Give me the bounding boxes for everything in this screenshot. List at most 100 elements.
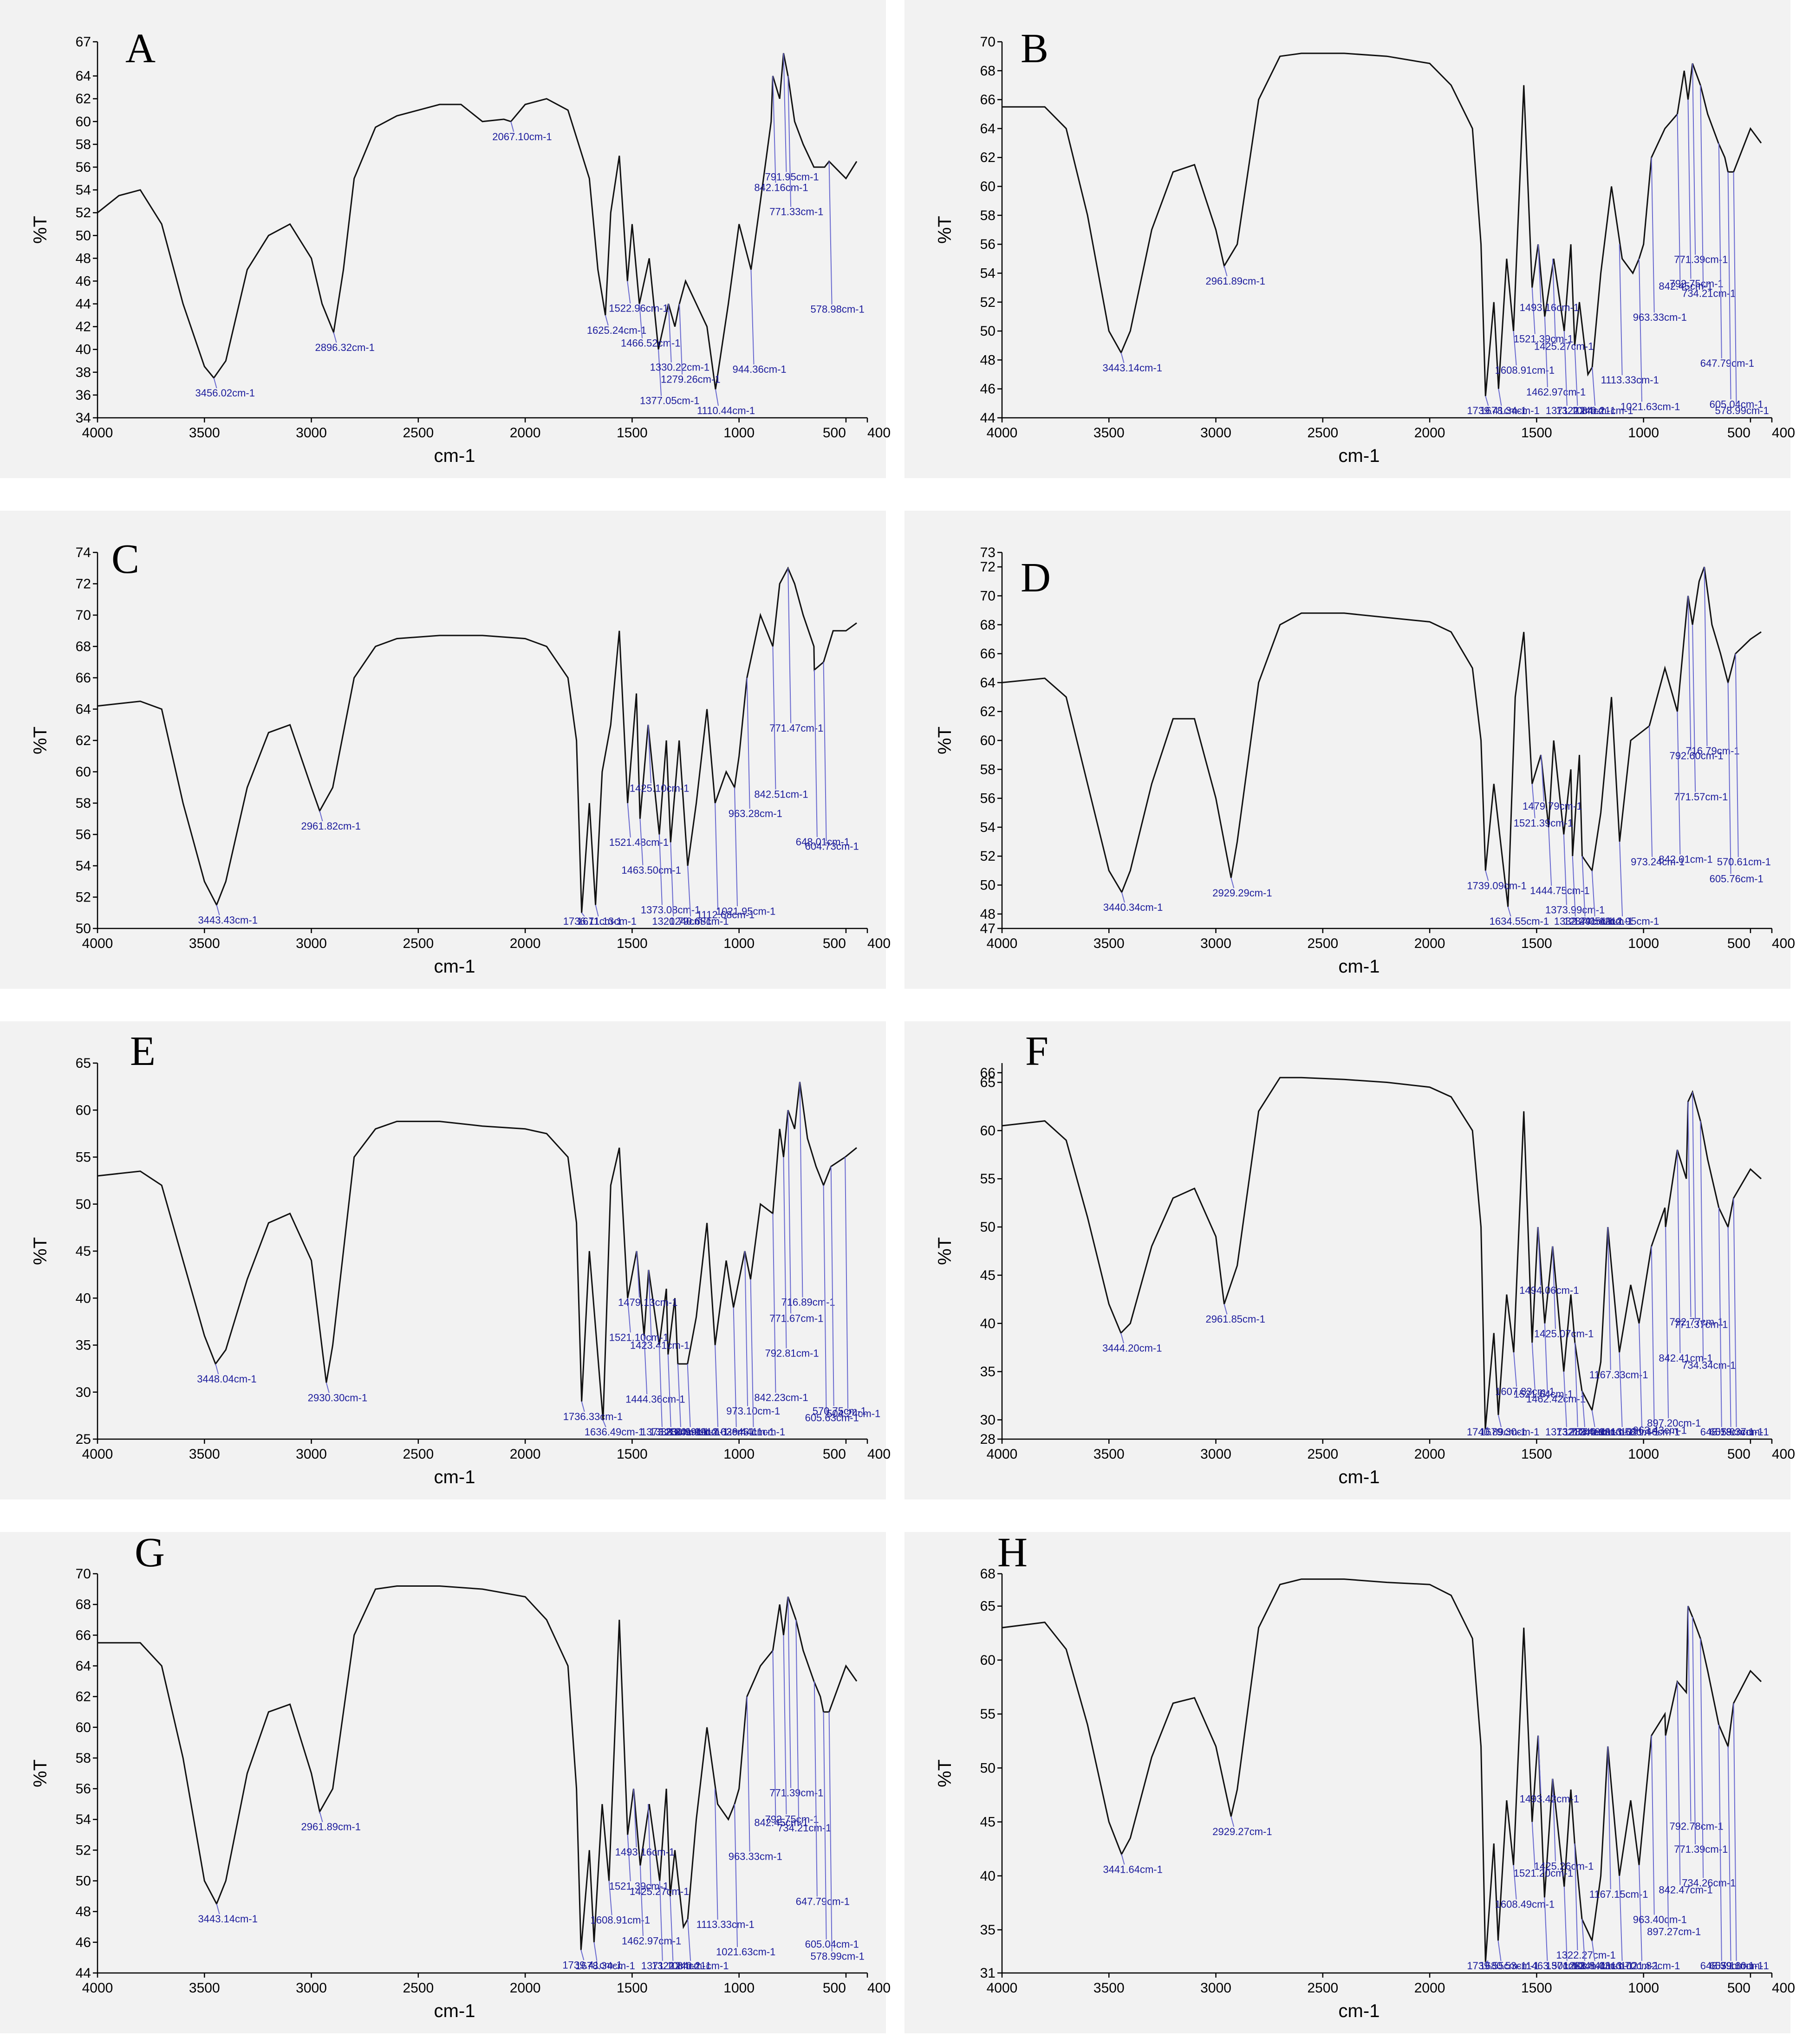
peak-leader [795,1620,800,1823]
peak-label: 1373.83cm-1 [641,1426,700,1438]
peak-label: 570.61cm-1 [1717,856,1771,868]
y-tick-label: 35 [76,1338,91,1353]
y-tick-label: 60 [76,1720,91,1735]
x-tick-label: 3000 [1200,425,1231,441]
peak-label: 963.43cm-1 [1633,1425,1687,1436]
peak-leader [830,1166,834,1406]
peak-leader [1735,654,1739,857]
peak-label: 1320.79cm-1 [652,915,711,927]
peak-label: 604.73cm-1 [805,840,859,852]
y-tick-label: 68 [980,63,996,78]
y-tick-label: 38 [76,365,91,380]
y-tick-label: 34 [76,410,91,426]
peak-leader [627,1298,631,1333]
peak-label: 1021.95cm-1 [716,905,775,917]
peak-leader [670,842,674,917]
peak-label: 1521.64cm-1 [1514,1388,1573,1400]
peak-leader [733,1307,737,1428]
y-tick-label: 64 [980,121,996,136]
peak-leader [1498,389,1502,406]
y-tick-label: 56 [980,791,996,806]
y-tick-label: 64 [76,702,91,717]
peak-leader [772,1650,776,1818]
y-tick-label: 52 [76,890,91,905]
peak-label: 963.28cm-1 [729,808,782,819]
peak-label: 1241.99cm-1 [669,1426,729,1438]
peak-leader [1485,870,1489,881]
peak-leader [605,315,609,326]
peak-leader [633,1789,637,1848]
peak-leader [581,1401,585,1412]
peak-label: 1463.50cm-1 [1526,1960,1585,1972]
y-tick-label: 72 [980,559,996,575]
y-tick-label: 54 [980,820,996,835]
x-tick-label: 500 [1727,936,1750,951]
peak-leader [1230,1816,1235,1827]
peak-leader [715,803,719,910]
peak-label: 3441.64cm-1 [1103,1863,1162,1875]
peak-label: 579.10cm-1 [1715,1960,1769,1972]
peak-leader [1619,1875,1623,1961]
peak-leader [213,377,217,389]
peak-label: 647.79cm-1 [796,1896,850,1908]
x-tick-label: 3500 [1093,1980,1125,1996]
peak-leader [1638,1865,1642,1961]
x-tick-label: 1000 [1628,1980,1659,1996]
peak-leader [1120,352,1125,363]
peak-leader [1649,726,1653,857]
peak-leader [1485,396,1489,406]
y-tick-label: 30 [980,1412,996,1428]
peak-label: 842.51cm-1 [754,789,808,800]
peak-label: 3456.02cm-1 [195,387,255,399]
peak-label: 842.45cm-1 [1659,280,1712,292]
x-tick-label: 500 [823,936,846,951]
x-tick-label: 3000 [1200,1447,1231,1462]
peak-leader [1531,1822,1536,1869]
y-tick-label: 44 [980,410,996,426]
peak-leader [1574,1343,1578,1428]
y-axis-title: %T [935,216,955,244]
x-tick-label: 2500 [1307,1980,1338,1996]
peak-label: 842.23cm-1 [754,1392,808,1403]
peak-label: 605.03cm-1 [1710,1426,1763,1438]
x-tick-label: 1500 [1521,425,1552,441]
peak-leader [1230,877,1235,889]
spectrum-line [1002,52,1762,396]
peak-label: 1521.39cm-1 [1514,817,1573,829]
y-tick-label: 58 [980,208,996,223]
panel-letter: H [997,1530,1028,1576]
spectrum-line [1002,1077,1762,1430]
peak-leader [828,1712,833,1952]
peak-leader [1692,624,1696,792]
spectrum-panel-d: D 47 48 50 52 54 56 58 60 62 64 66 68 70 72 73 4000 3500 3… [904,511,1795,989]
x-tick-label: 2000 [1414,425,1445,441]
peak-leader [1638,1323,1642,1428]
peak-leader [1121,892,1125,903]
peak-label: 1377.05cm-1 [640,395,699,407]
y-tick-label: 45 [980,1815,996,1830]
x-axis-title: cm-1 [1339,956,1380,977]
peak-leader [823,1712,827,1940]
x-tick-label: 4000 [82,936,113,951]
peak-label: 648.01cm-1 [796,836,850,848]
peak-label: 605.76cm-1 [1710,873,1763,884]
peak-leader [216,905,220,915]
y-tick-label: 35 [980,1922,996,1938]
peak-label: 1425.26cm-1 [1534,1861,1594,1872]
peak-leader [1733,1198,1737,1428]
peak-label: 1287.05cm-1 [1563,915,1623,927]
peak-label: 1608.91cm-1 [591,1914,650,1926]
peak-label: 1494.06cm-1 [1519,1285,1579,1296]
peak-label: 3440.34cm-1 [1103,902,1163,913]
peak-label: 842.16cm-1 [754,182,808,194]
x-tick-label: 500 [1727,1447,1750,1462]
peak-label: 1240.68cm-1 [669,915,729,927]
peak-leader [1687,596,1692,751]
spectrum-panel-f: F 28 30 35 40 45 50 55 60 65 66 4000 3500 3000 2500 200… [904,1021,1795,1499]
peak-leader [1544,1897,1548,1961]
y-tick-label: 66 [980,646,996,662]
peak-label: 1466.52cm-1 [621,337,680,349]
peak-leader [1651,1735,1655,1915]
x-tick-label: 3500 [189,936,220,951]
peak-label: 771.47cm-1 [769,722,823,734]
